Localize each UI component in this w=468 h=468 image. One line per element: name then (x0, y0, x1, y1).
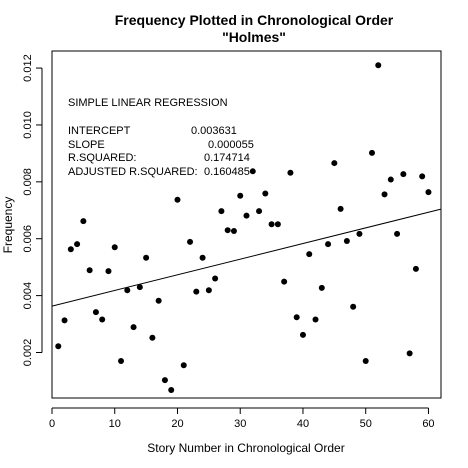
y-tick-label: 0.008 (22, 168, 34, 196)
data-point (318, 284, 325, 291)
data-point (412, 265, 419, 272)
data-point (174, 196, 181, 203)
annotation-value-r-squared: 0.174714 (204, 152, 250, 164)
data-point (74, 241, 81, 248)
x-axis-label: Story Number in Chronological Order (147, 441, 344, 455)
data-point (224, 227, 231, 234)
chart-title: Frequency Plotted in Chronological Order (115, 12, 394, 28)
y-axis: 0.002 0.004 0.006 0.008 0.010 0.012 (22, 54, 43, 367)
regression-line-group (51, 208, 442, 307)
data-point (362, 358, 369, 365)
data-point (99, 316, 106, 323)
data-point (124, 287, 131, 294)
x-axis: 0 10 20 30 40 50 60 (49, 407, 435, 430)
data-point (381, 191, 388, 198)
data-point (306, 251, 313, 258)
data-point (337, 205, 344, 212)
data-point (187, 238, 194, 245)
data-point (130, 324, 137, 331)
data-point (343, 237, 350, 244)
data-point (218, 208, 225, 215)
data-point (136, 284, 143, 291)
annotation-value-intercept: 0.003631 (191, 125, 237, 137)
y-axis-label: Frequency (1, 197, 15, 254)
y-tick-label: 0.012 (22, 54, 34, 82)
data-point (92, 309, 99, 316)
data-point (394, 230, 401, 237)
data-point (256, 208, 263, 215)
data-point (419, 173, 426, 180)
data-point (281, 278, 288, 285)
y-tick-label: 0.010 (22, 111, 34, 139)
data-point (143, 254, 150, 261)
data-point (274, 221, 281, 228)
data-point (230, 228, 237, 235)
data-point (111, 244, 118, 251)
annotation-value-adjusted-r-squared: 0.160485 (204, 166, 250, 178)
data-point (287, 169, 294, 176)
annotation-label-r-squared: R.SQUARED: (68, 152, 136, 164)
data-point (312, 316, 319, 323)
data-points (55, 62, 432, 394)
data-point (375, 62, 382, 69)
annotation-value-slope: 0.000055 (208, 139, 254, 151)
data-point (299, 331, 306, 338)
y-tick-label: 0.006 (22, 225, 34, 253)
data-point (237, 192, 244, 199)
data-point (67, 246, 74, 253)
x-tick-label: 50 (360, 418, 372, 430)
data-point (268, 221, 275, 228)
x-tick-label: 30 (234, 418, 246, 430)
annotation-heading: SIMPLE LINEAR REGRESSION (68, 97, 228, 109)
data-point (212, 275, 219, 282)
annotation-label-slope: SLOPE (68, 139, 105, 151)
data-point (161, 377, 168, 384)
data-point (356, 230, 363, 237)
data-point (325, 241, 332, 248)
data-point (193, 288, 200, 295)
annotation-label-adjusted-r-squared: ADJUSTED R.SQUARED: (68, 166, 198, 178)
data-point (118, 358, 125, 365)
data-point (86, 267, 93, 274)
data-point (105, 268, 112, 275)
data-point (168, 387, 175, 394)
data-point (80, 218, 87, 225)
regression-annotation: SIMPLE LINEAR REGRESSION INTERCEPT 0.003… (68, 97, 254, 178)
data-point (205, 287, 212, 294)
regression-line (51, 208, 442, 307)
data-point (243, 212, 250, 219)
plot-frame (51, 50, 442, 399)
chart-subtitle: "Holmes" (222, 29, 286, 45)
y-tick-label: 0.004 (22, 282, 34, 310)
y-tick-label: 0.002 (22, 339, 34, 367)
data-point (387, 176, 394, 183)
data-point (199, 254, 206, 261)
x-tick-label: 10 (109, 418, 121, 430)
data-point (249, 168, 256, 175)
data-point (55, 343, 62, 350)
data-point (149, 334, 156, 341)
x-tick-label: 20 (171, 418, 183, 430)
data-point (425, 189, 432, 196)
data-point (262, 190, 269, 197)
data-point (400, 171, 407, 178)
annotation-label-intercept: INTERCEPT (68, 125, 131, 137)
data-point (180, 362, 187, 369)
data-point (350, 303, 357, 310)
x-tick-label: 60 (422, 418, 434, 430)
data-point (368, 149, 375, 156)
data-point (331, 160, 338, 167)
x-tick-label: 0 (49, 418, 55, 430)
x-tick-label: 40 (297, 418, 309, 430)
data-point (293, 314, 300, 321)
data-point (61, 317, 68, 324)
data-point (155, 297, 162, 304)
data-point (406, 350, 413, 357)
